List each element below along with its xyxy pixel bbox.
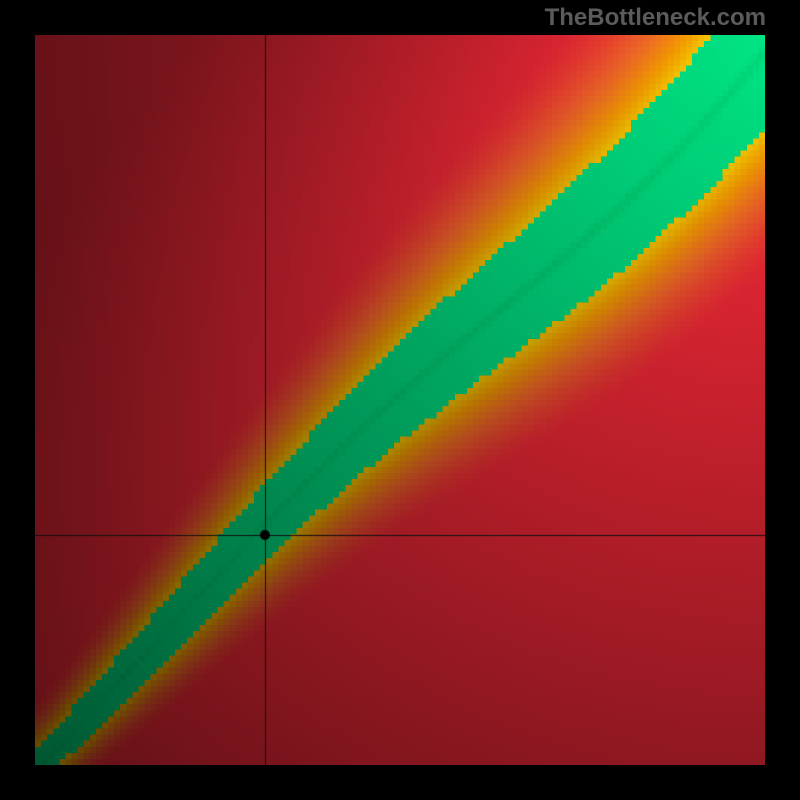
watermark-label: TheBottleneck.com	[545, 4, 766, 32]
chart-container: TheBottleneck.com	[0, 0, 800, 800]
overlay-canvas	[35, 35, 765, 765]
